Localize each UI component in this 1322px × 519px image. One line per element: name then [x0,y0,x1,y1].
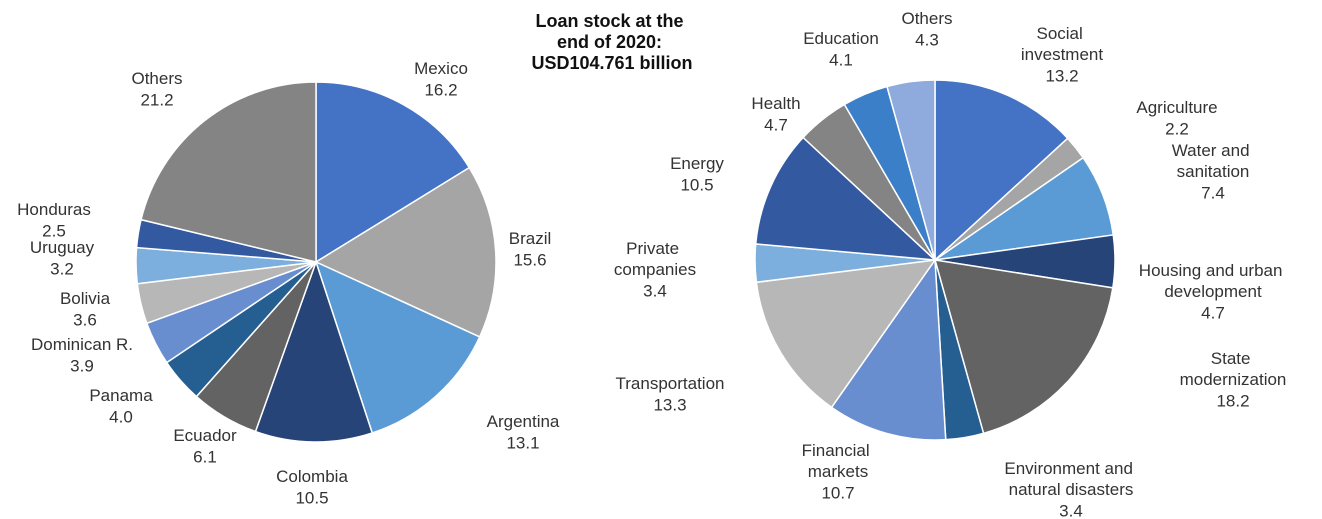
text-line: Bolivia [60,289,111,308]
slice-label: Education [803,29,879,48]
slice-value: 6.1 [193,447,217,466]
pie-slice [754,136,938,261]
slice-value: 10.7 [821,483,854,502]
text-line: Mexico [414,59,468,78]
pie-slice [830,257,947,441]
pie-slice [933,259,1114,435]
text-line: Water and [1172,141,1255,160]
slice-label: Panama [89,386,153,405]
text-line: Social [1036,24,1087,43]
slice-value: 2.5 [42,221,66,240]
slice-value: 3.2 [50,259,74,278]
slice-label: Private companies [614,239,696,279]
text-line: Ecuador [173,426,237,445]
slice-value: 13.1 [506,433,539,452]
slice-value: 16.2 [424,80,457,99]
pie-slice [934,79,1069,262]
text-line: USD104.761 billion [531,53,692,73]
slice-label: State modernization [1180,349,1287,389]
text-line: Argentina [487,412,560,431]
slice-value: 4.1 [829,50,853,69]
text-line: Housing and urban [1139,261,1287,280]
slice-label: Financial markets [802,441,875,481]
text-line: Panama [89,386,153,405]
text-line: Health [751,94,800,113]
slice-label: Argentina [487,412,560,431]
text-line: Colombia [276,467,348,486]
slice-value: 4.3 [915,30,939,49]
text-line: Transportation [616,374,725,393]
slice-value: 3.4 [643,281,667,300]
slice-label: Energy [670,154,724,173]
slice-value: 3.4 [1059,501,1083,519]
slice-label: Ecuador [173,426,237,445]
text-line: end of 2020: [557,32,667,52]
slice-label: Brazil [509,229,552,248]
pie-slice [254,259,374,443]
slice-label: Agriculture [1136,98,1217,117]
text-line: investment [1021,45,1103,64]
text-line: State [1211,349,1255,368]
slice-label: Water and sanitation [1172,141,1255,181]
text-line: Agriculture [1136,98,1217,117]
text-line: Dominican R. [31,335,133,354]
text-line: Loan stock at the [535,11,688,31]
pie-slice [140,81,317,263]
slice-label: Colombia [276,467,348,486]
slice-label: Environment and natural disasters [1004,459,1137,499]
slice-value: 4.7 [764,115,788,134]
slice-label: Health [751,94,800,113]
slice-label: Others [131,69,182,88]
slice-value: 10.5 [680,175,713,194]
slice-value: 10.5 [295,488,328,507]
slice-label: Mexico [414,59,468,78]
slice-label: Social investment [1021,24,1103,64]
pie-slice [886,79,936,261]
slice-value: 18.2 [1216,391,1249,410]
slice-label: Honduras [17,200,91,219]
page-title: Loan stock at the end of 2020: USD104.76… [531,11,692,73]
pie-slice [314,260,481,434]
slice-value: 4.0 [109,407,133,426]
pie-slice [314,166,497,338]
text-line: Others [131,69,182,88]
pie-slice [315,81,471,264]
text-line: Brazil [509,229,552,248]
text-line: Others [901,9,952,28]
text-line: natural disasters [1009,480,1134,499]
text-line: Environment and [1004,459,1137,478]
text-line: companies [614,260,696,279]
text-line: Private [626,239,684,258]
text-line: markets [808,462,868,481]
slice-value: 2.2 [1165,119,1189,138]
slice-value: 4.7 [1201,303,1225,322]
slice-value: 21.2 [140,90,173,109]
text-line: Uruguay [30,238,95,257]
slice-value: 15.6 [513,250,546,269]
text-line: sanitation [1177,162,1250,181]
pie-slice [755,259,937,409]
text-line: Energy [670,154,724,173]
slice-label: Dominican R. [31,335,133,354]
slice-label: Uruguay [30,238,95,257]
slice-label: Housing and urban development [1139,261,1287,301]
slice-value: 13.3 [653,395,686,414]
slice-label: Bolivia [60,289,111,308]
slice-label: Transportation [616,374,725,393]
slice-value: 3.9 [70,356,94,375]
text-line: modernization [1180,370,1287,389]
slice-value: 3.6 [73,310,97,329]
slice-value: 13.2 [1045,66,1078,85]
text-line: Honduras [17,200,91,219]
slice-label: Others [901,9,952,28]
text-line: Education [803,29,879,48]
text-line: Financial [802,441,875,460]
slice-value: 7.4 [1201,183,1225,202]
text-line: development [1164,282,1262,301]
